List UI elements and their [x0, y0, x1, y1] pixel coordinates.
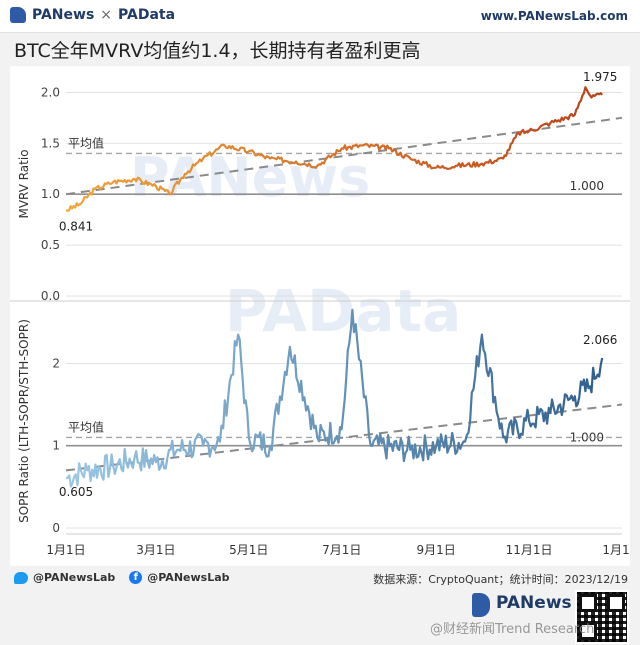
brand-separator: × [100, 7, 113, 23]
x-tick-label: 5月1日 [229, 543, 268, 557]
x-tick-label: 1月1日 [602, 543, 630, 557]
footer-bar: @PANewsLab f @PANewsLab 数据来源：CryptoQuant… [0, 568, 640, 588]
sopr-mean-label: 平均值 [68, 419, 104, 434]
facebook-icon: f [129, 571, 143, 584]
qr-code-icon [575, 590, 629, 644]
sopr-end-label: 2.066 [583, 333, 617, 347]
facebook-text: @PANewsLab [147, 571, 230, 584]
facebook-handle[interactable]: f @PANewsLab [129, 571, 230, 584]
mvrv-ref-label: 1.000 [570, 179, 604, 193]
sopr-ytick-label: 2 [52, 356, 60, 370]
brand-logo: PANews × PAData [10, 7, 175, 23]
panews-footer-text: PANews [496, 593, 572, 613]
site-url[interactable]: www.PANewsLab.com [480, 9, 628, 23]
sopr-ytick-label: 0 [52, 521, 60, 535]
mvrv-series-line [65, 86, 604, 212]
data-source: 数据来源：CryptoQuant；统计时间：2023/12/19 [373, 573, 628, 586]
header-bar: PANews × PAData www.PANewsLab.com [0, 0, 640, 33]
mvrv-ytick-label: 0.5 [41, 238, 60, 252]
sopr-axis-label: SOPR Ratio (LTH-SOPR/STH-SOPR) [17, 319, 31, 523]
x-tick-label: 7月1日 [322, 543, 361, 557]
mvrv-mean-label: 平均值 [68, 135, 104, 150]
twitter-handle[interactable]: @PANewsLab [14, 571, 115, 584]
mvrv-ytick-label: 1.0 [41, 187, 60, 201]
sopr-start-label: 0.605 [59, 485, 93, 499]
source-watermark: @财经新闻Trend Research [430, 622, 595, 637]
mvrv-ytick-label: 0.0 [41, 289, 60, 303]
brand-right: PAData [118, 7, 176, 23]
panews-logo-icon [10, 7, 26, 23]
panews-p-icon [472, 593, 490, 617]
chart-title: BTC全年MVRV均值约1.4，长期持有者盈利更高 [14, 40, 421, 62]
x-tick-label: 11月1日 [506, 543, 553, 557]
chart-panel: PANews PAData 0.0 0.5 1.0 1.5 2.0 MVRV Ratio 1.0… [10, 66, 630, 566]
mvrv-ytick-label: 1.5 [41, 136, 60, 150]
twitter-text: @PANewsLab [33, 571, 116, 584]
watermark-padata: PAData [225, 277, 461, 345]
x-tick-label: 9月1日 [417, 543, 456, 557]
sopr-ytick-label: 1 [52, 439, 60, 453]
sopr-series-line [65, 308, 604, 488]
mvrv-axis-label: MVRV Ratio [17, 149, 31, 218]
brand-left: PANews [32, 7, 95, 23]
x-tick-label: 3月1日 [136, 543, 175, 557]
mvrv-end-label: 1.975 [583, 70, 617, 84]
x-tick-label: 1月1日 [46, 543, 85, 557]
mvrv-start-label: 0.841 [59, 219, 93, 233]
panews-footer-logo: PANews [470, 593, 572, 641]
twitter-icon [14, 571, 28, 584]
mvrv-ytick-label: 2.0 [41, 85, 60, 99]
